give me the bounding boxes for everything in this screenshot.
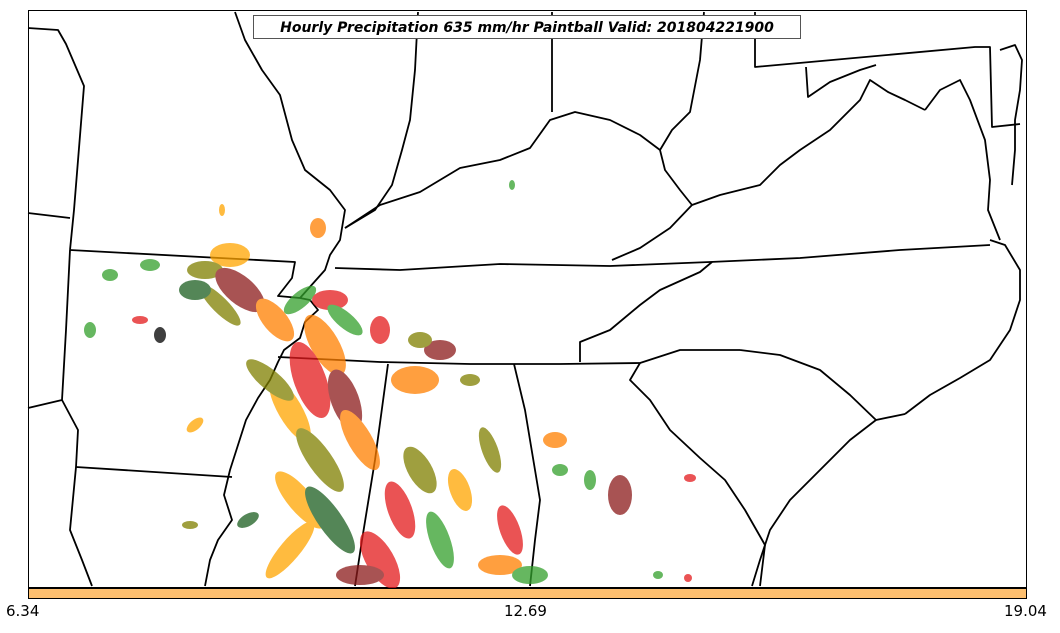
map-title: Hourly Precipitation 635 mm/hr Paintball…: [253, 15, 801, 39]
state-boundaries: [27, 11, 1023, 587]
colorbar: [28, 588, 1027, 599]
precip-paintball: [84, 180, 696, 589]
colorbar-tick-min: 6.34: [6, 602, 40, 620]
map-frame: [28, 10, 1027, 588]
colorbar-tick-mid: 12.69: [504, 602, 547, 620]
colorbar-tick-max: 19.04: [1004, 602, 1047, 620]
